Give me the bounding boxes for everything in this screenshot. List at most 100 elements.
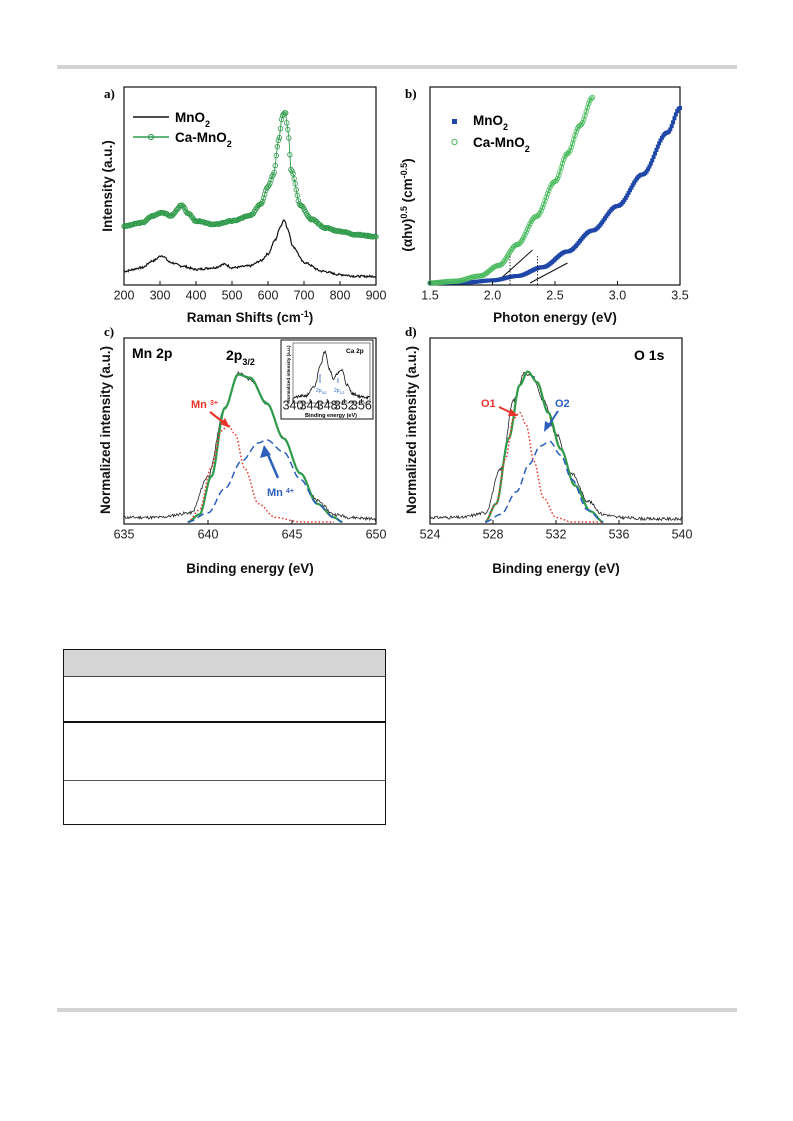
- camno2-point: [521, 234, 527, 240]
- camno2-point: [543, 194, 549, 200]
- tick-label: 600: [258, 289, 279, 303]
- mno2-point: [623, 195, 628, 200]
- camno2-point: [517, 240, 523, 246]
- tick-label: 528: [483, 528, 504, 542]
- panel-c-plot: [123, 371, 377, 524]
- panel-c-svg: c) 635 640 645 650 Mn 2p 2p3/2 Mn 3+ Mn 4+ …: [98, 324, 386, 576]
- tick-label: 540: [672, 528, 693, 542]
- panel-a-label: a): [104, 86, 115, 101]
- tick-label: 524: [420, 528, 441, 542]
- camno2-point: [275, 137, 282, 144]
- panel-d-label: d): [405, 324, 417, 339]
- o1-arrowhead: [508, 409, 518, 416]
- camno2-point: [267, 180, 273, 186]
- mno2-point: [650, 158, 655, 163]
- mno2-point: [644, 169, 649, 174]
- camno2-point: [522, 231, 528, 238]
- table-row: [64, 723, 385, 781]
- tick-label: 344: [300, 399, 321, 413]
- inset-plot-frame: [292, 342, 371, 404]
- tick-label: 340: [283, 399, 304, 413]
- tick-label: 500: [222, 289, 243, 303]
- tick-label: 900: [366, 289, 387, 303]
- tick-label: 645: [282, 528, 303, 542]
- mno2-point: [603, 216, 607, 221]
- mn3-line: [187, 423, 334, 523]
- inset-x-label: Binding energy (eV): [305, 413, 357, 419]
- mn4-line: [187, 439, 343, 523]
- camno2-point: [293, 186, 299, 193]
- camno2-point: [292, 180, 298, 187]
- inset-y-label: Normalized intensity (a.u.): [286, 345, 291, 403]
- panel-b-y-label: (αhν)0.5 (cm-0.5): [399, 158, 415, 251]
- mno2-point: [657, 141, 662, 146]
- camno2-point: [294, 192, 300, 199]
- panel-c-title: Mn 2p: [132, 345, 172, 361]
- mno2-point: [671, 120, 676, 125]
- camno2-point: [561, 156, 567, 163]
- camno2-tangent: [502, 249, 533, 278]
- panel-d-frame: [429, 337, 683, 525]
- camno2-point: [542, 198, 548, 204]
- camno2-point: [268, 177, 274, 183]
- panel-d-svg: d) 524 528 532 536 540 O 1s O1 O2 Binding en…: [404, 324, 693, 576]
- camno2-point: [278, 116, 285, 123]
- panel-a-plot: [121, 110, 379, 279]
- tick-label: 532: [546, 528, 567, 542]
- camno2-point: [291, 175, 297, 182]
- camno2-point: [284, 120, 290, 126]
- table-row: [64, 781, 385, 825]
- mno2-point: [628, 188, 632, 193]
- camno2-point: [373, 234, 379, 240]
- mno2-point: [668, 127, 673, 132]
- mno2-point: [678, 106, 682, 110]
- panel-d-y-label: Normalized intensity (a.u.): [404, 346, 419, 514]
- camno2-point: [567, 147, 573, 154]
- inset-frame: [280, 339, 374, 420]
- camno2-point: [271, 169, 277, 176]
- camno2-point: [544, 191, 551, 197]
- raw-line: [429, 371, 683, 522]
- inset-line: [292, 350, 370, 400]
- panel-c-label: c): [104, 324, 114, 339]
- camno2-point: [554, 175, 561, 182]
- o1-label: O1: [481, 398, 496, 410]
- top-rule: [57, 65, 737, 69]
- mno2-point: [601, 218, 606, 223]
- tick-label: 640: [198, 528, 219, 542]
- tick-label: 800: [330, 289, 351, 303]
- o1-line: [484, 411, 604, 523]
- camno2-point: [589, 94, 596, 101]
- raw-line: [123, 371, 377, 522]
- tick-label: 3.0: [609, 289, 626, 303]
- tick-label: 1.5: [421, 289, 438, 303]
- mno2-point: [648, 161, 653, 166]
- panel-a-svg: a) 200 300 400 500 600 700 800 900 Raman Shifts…: [100, 86, 387, 325]
- mno2-point: [622, 198, 627, 203]
- mno2-point: [647, 164, 652, 169]
- mno2-point: [659, 135, 664, 140]
- panel-b-x-label: Photon energy (eV): [493, 310, 617, 325]
- camno2-point: [276, 134, 283, 141]
- panel-d-x-ticks: 524 528 532 536 540: [420, 520, 693, 542]
- camno2-point: [270, 172, 276, 178]
- o2-label: O2: [555, 398, 570, 410]
- tick-label: 700: [294, 289, 315, 303]
- camno2-point: [273, 152, 279, 159]
- mno2-tangent: [529, 262, 568, 284]
- inset-title: Ca 2p: [346, 348, 364, 355]
- camno2-point: [584, 104, 591, 111]
- camno2-point: [568, 144, 574, 151]
- camno2-point: [285, 126, 291, 133]
- mno2-point: [654, 148, 659, 153]
- panel-a-x-label: Raman Shifts (cm-1): [187, 309, 314, 325]
- camno2-point: [546, 187, 552, 194]
- panel-b-plot: [427, 94, 682, 286]
- camno2-point: [586, 100, 592, 107]
- camno2-point: [272, 162, 278, 169]
- inset-peak-1: 2p3/2: [316, 388, 326, 395]
- camno2-point: [547, 184, 553, 191]
- camno2-point: [524, 226, 531, 232]
- camno2-point: [523, 229, 529, 235]
- panel-a-x-ticks: 200 300 400 500 600 700 800 900: [114, 281, 387, 303]
